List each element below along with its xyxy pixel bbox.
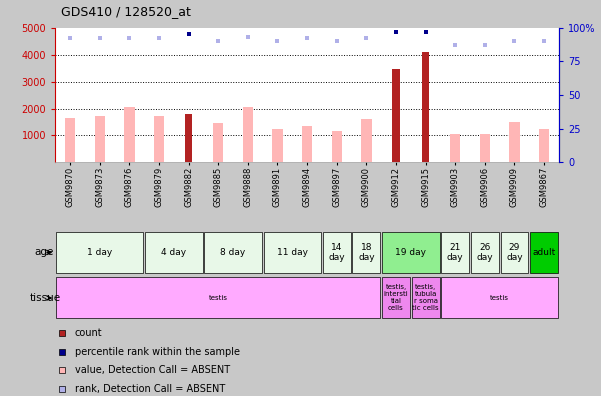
Bar xyxy=(332,131,342,162)
Text: value, Detection Call = ABSENT: value, Detection Call = ABSENT xyxy=(75,366,230,375)
Text: 1 day: 1 day xyxy=(87,248,112,257)
Text: age: age xyxy=(34,248,54,257)
Text: 4 day: 4 day xyxy=(161,248,186,257)
Bar xyxy=(539,129,549,162)
Text: rank, Detection Call = ABSENT: rank, Detection Call = ABSENT xyxy=(75,384,225,394)
Bar xyxy=(272,129,282,162)
Bar xyxy=(509,122,520,162)
Bar xyxy=(412,278,439,318)
Bar xyxy=(243,107,253,162)
Text: testis,
intersti
tial
cells: testis, intersti tial cells xyxy=(383,284,408,312)
Text: adult: adult xyxy=(532,248,556,257)
Text: 19 day: 19 day xyxy=(395,248,426,257)
Bar xyxy=(56,278,380,318)
Text: 8 day: 8 day xyxy=(221,248,246,257)
Bar xyxy=(145,232,203,273)
Bar xyxy=(185,114,192,162)
Bar xyxy=(382,278,410,318)
Text: testis,
tubula
r soma
tic cells: testis, tubula r soma tic cells xyxy=(412,284,439,312)
Bar xyxy=(501,232,528,273)
Bar xyxy=(154,116,164,162)
Bar xyxy=(361,119,371,162)
Text: 21
day: 21 day xyxy=(447,243,463,262)
Bar xyxy=(302,126,313,162)
Bar xyxy=(480,134,490,162)
Text: tissue: tissue xyxy=(30,293,61,303)
Bar xyxy=(392,69,400,162)
Bar xyxy=(213,122,224,162)
Bar xyxy=(94,116,105,162)
Bar xyxy=(264,232,321,273)
Text: percentile rank within the sample: percentile rank within the sample xyxy=(75,347,240,357)
Bar xyxy=(450,134,460,162)
Text: count: count xyxy=(75,328,102,338)
Text: 18
day: 18 day xyxy=(358,243,374,262)
Text: 26
day: 26 day xyxy=(477,243,493,262)
Bar xyxy=(323,232,350,273)
Text: 14
day: 14 day xyxy=(328,243,345,262)
Bar xyxy=(530,232,558,273)
Bar xyxy=(204,232,262,273)
Text: testis: testis xyxy=(209,295,228,301)
Bar xyxy=(65,118,75,162)
Text: 11 day: 11 day xyxy=(277,248,308,257)
Bar xyxy=(56,232,143,273)
Bar xyxy=(471,232,499,273)
Bar xyxy=(382,232,439,273)
Bar xyxy=(441,278,558,318)
Text: testis: testis xyxy=(490,295,509,301)
Bar xyxy=(352,232,380,273)
Bar xyxy=(124,107,135,162)
Text: 29
day: 29 day xyxy=(506,243,523,262)
Bar xyxy=(422,52,429,162)
Text: GDS410 / 128520_at: GDS410 / 128520_at xyxy=(61,5,191,18)
Bar xyxy=(441,232,469,273)
